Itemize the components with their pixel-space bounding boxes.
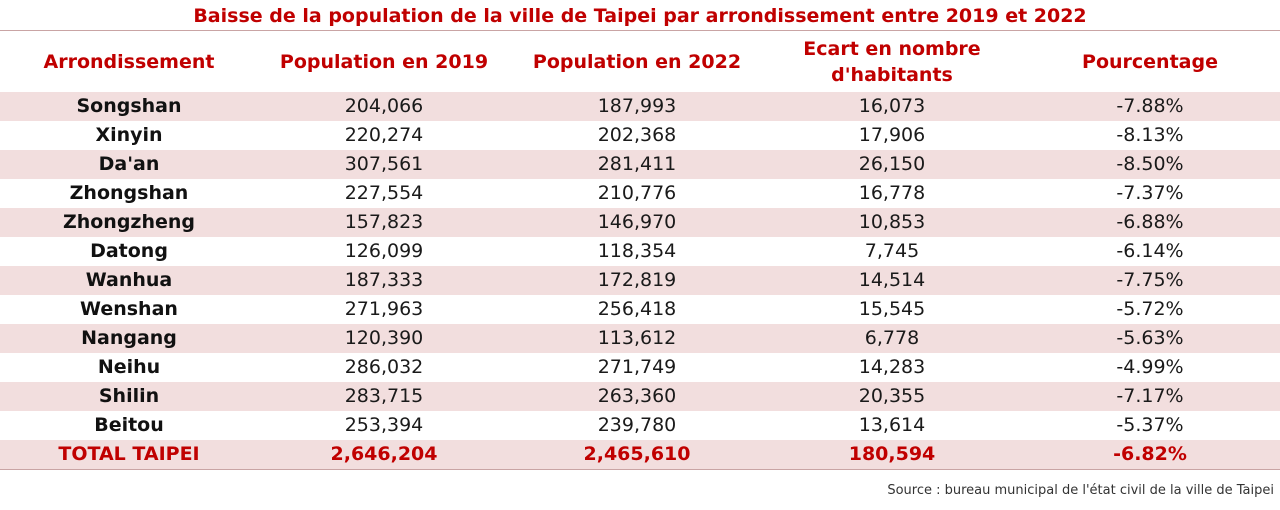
percent-cell: -6.14% — [1020, 237, 1280, 266]
district-name: Beitou — [0, 411, 258, 440]
table-row: Beitou 253,394 239,780 13,614 -5.37% — [0, 411, 1280, 440]
pop-2022-cell: 271,749 — [510, 353, 764, 382]
table-row: Wenshan 271,963 256,418 15,545 -5.72% — [0, 295, 1280, 324]
district-name: Zhongshan — [0, 179, 258, 208]
gap-cell: 16,778 — [764, 179, 1020, 208]
gap-cell: 14,514 — [764, 266, 1020, 295]
pop-2019-cell: 227,554 — [258, 179, 510, 208]
percent-cell: -7.17% — [1020, 382, 1280, 411]
pop-2019-cell: 126,099 — [258, 237, 510, 266]
pop-2022-cell: 187,993 — [510, 92, 764, 121]
percent-cell: -5.72% — [1020, 295, 1280, 324]
gap-cell: 26,150 — [764, 150, 1020, 179]
pop-2019-cell: 283,715 — [258, 382, 510, 411]
pop-2019-cell: 271,963 — [258, 295, 510, 324]
district-name: Neihu — [0, 353, 258, 382]
district-name: Shilin — [0, 382, 258, 411]
pop-2022-cell: 281,411 — [510, 150, 764, 179]
table-row: Zhongshan 227,554 210,776 16,778 -7.37% — [0, 179, 1280, 208]
population-table: Arrondissement Population en 2019 Popula… — [0, 31, 1280, 470]
header-percent: Pourcentage — [1082, 50, 1218, 73]
gap-cell: 7,745 — [764, 237, 1020, 266]
table-row: Zhongzheng 157,823 146,970 10,853 -6.88% — [0, 208, 1280, 237]
total-gap: 180,594 — [764, 440, 1020, 470]
gap-cell: 17,906 — [764, 121, 1020, 150]
district-name: Zhongzheng — [0, 208, 258, 237]
percent-cell: -5.63% — [1020, 324, 1280, 353]
pop-2022-cell: 210,776 — [510, 179, 764, 208]
pop-2022-cell: 202,368 — [510, 121, 764, 150]
table-row: Songshan 204,066 187,993 16,073 -7.88% — [0, 92, 1280, 121]
district-name: Datong — [0, 237, 258, 266]
table-row: Neihu 286,032 271,749 14,283 -4.99% — [0, 353, 1280, 382]
title-divider — [0, 30, 1280, 31]
table-title: Baisse de la population de la ville de T… — [193, 5, 1087, 27]
pop-2022-cell: 256,418 — [510, 295, 764, 324]
district-name: Nangang — [0, 324, 258, 353]
source-note: Source : bureau municipal de l'état civi… — [887, 483, 1274, 498]
table-row: Wanhua 187,333 172,819 14,514 -7.75% — [0, 266, 1280, 295]
total-row: TOTAL TAIPEI 2,646,204 2,465,610 180,594 -6.… — [0, 440, 1280, 470]
gap-cell: 13,614 — [764, 411, 1020, 440]
percent-cell: -6.88% — [1020, 208, 1280, 237]
district-name: Songshan — [0, 92, 258, 121]
gap-cell: 14,283 — [764, 353, 1020, 382]
pop-2019-cell: 120,390 — [258, 324, 510, 353]
header-gap-line1: Ecart en nombre — [803, 37, 981, 60]
table-row: Da'an 307,561 281,411 26,150 -8.50% — [0, 150, 1280, 179]
percent-cell: -8.13% — [1020, 121, 1280, 150]
gap-cell: 15,545 — [764, 295, 1020, 324]
total-label: TOTAL TAIPEI — [0, 440, 258, 470]
percent-cell: -4.99% — [1020, 353, 1280, 382]
table-header: Arrondissement Population en 2019 Popula… — [0, 31, 1280, 92]
gap-cell: 6,778 — [764, 324, 1020, 353]
district-name: Da'an — [0, 150, 258, 179]
pop-2022-cell: 172,819 — [510, 266, 764, 295]
total-percent: -6.82% — [1020, 440, 1280, 470]
percent-cell: -8.50% — [1020, 150, 1280, 179]
pop-2019-cell: 220,274 — [258, 121, 510, 150]
district-name: Wanhua — [0, 266, 258, 295]
gap-cell: 20,355 — [764, 382, 1020, 411]
pop-2019-cell: 253,394 — [258, 411, 510, 440]
pop-2022-cell: 146,970 — [510, 208, 764, 237]
table-row: Shilin 283,715 263,360 20,355 -7.17% — [0, 382, 1280, 411]
header-pop-2019: Population en 2019 — [279, 50, 489, 73]
district-name: Wenshan — [0, 295, 258, 324]
pop-2022-cell: 239,780 — [510, 411, 764, 440]
pop-2022-cell: 118,354 — [510, 237, 764, 266]
pop-2019-cell: 286,032 — [258, 353, 510, 382]
percent-cell: -7.75% — [1020, 266, 1280, 295]
pop-2022-cell: 263,360 — [510, 382, 764, 411]
header-district: Arrondissement — [43, 50, 215, 73]
gap-cell: 10,853 — [764, 208, 1020, 237]
header-gap: Ecart en nombre d'habitants — [764, 31, 1020, 92]
pop-2019-cell: 157,823 — [258, 208, 510, 237]
total-pop-2022: 2,465,610 — [510, 440, 764, 470]
gap-cell: 16,073 — [764, 92, 1020, 121]
percent-cell: -5.37% — [1020, 411, 1280, 440]
table-row: Datong 126,099 118,354 7,745 -6.14% — [0, 237, 1280, 266]
header-pop-2022: Population en 2022 — [532, 50, 742, 73]
district-name: Xinyin — [0, 121, 258, 150]
pop-2019-cell: 307,561 — [258, 150, 510, 179]
pop-2019-cell: 187,333 — [258, 266, 510, 295]
percent-cell: -7.88% — [1020, 92, 1280, 121]
header-row: Arrondissement Population en 2019 Popula… — [0, 31, 1280, 92]
table-body: Songshan 204,066 187,993 16,073 -7.88% Xinyin… — [0, 92, 1280, 470]
pop-2022-cell: 113,612 — [510, 324, 764, 353]
table-row: Xinyin 220,274 202,368 17,906 -8.13% — [0, 121, 1280, 150]
pop-2019-cell: 204,066 — [258, 92, 510, 121]
header-gap-line2: d'habitants — [831, 63, 953, 86]
percent-cell: -7.37% — [1020, 179, 1280, 208]
table-row: Nangang 120,390 113,612 6,778 -5.63% — [0, 324, 1280, 353]
total-pop-2019: 2,646,204 — [258, 440, 510, 470]
